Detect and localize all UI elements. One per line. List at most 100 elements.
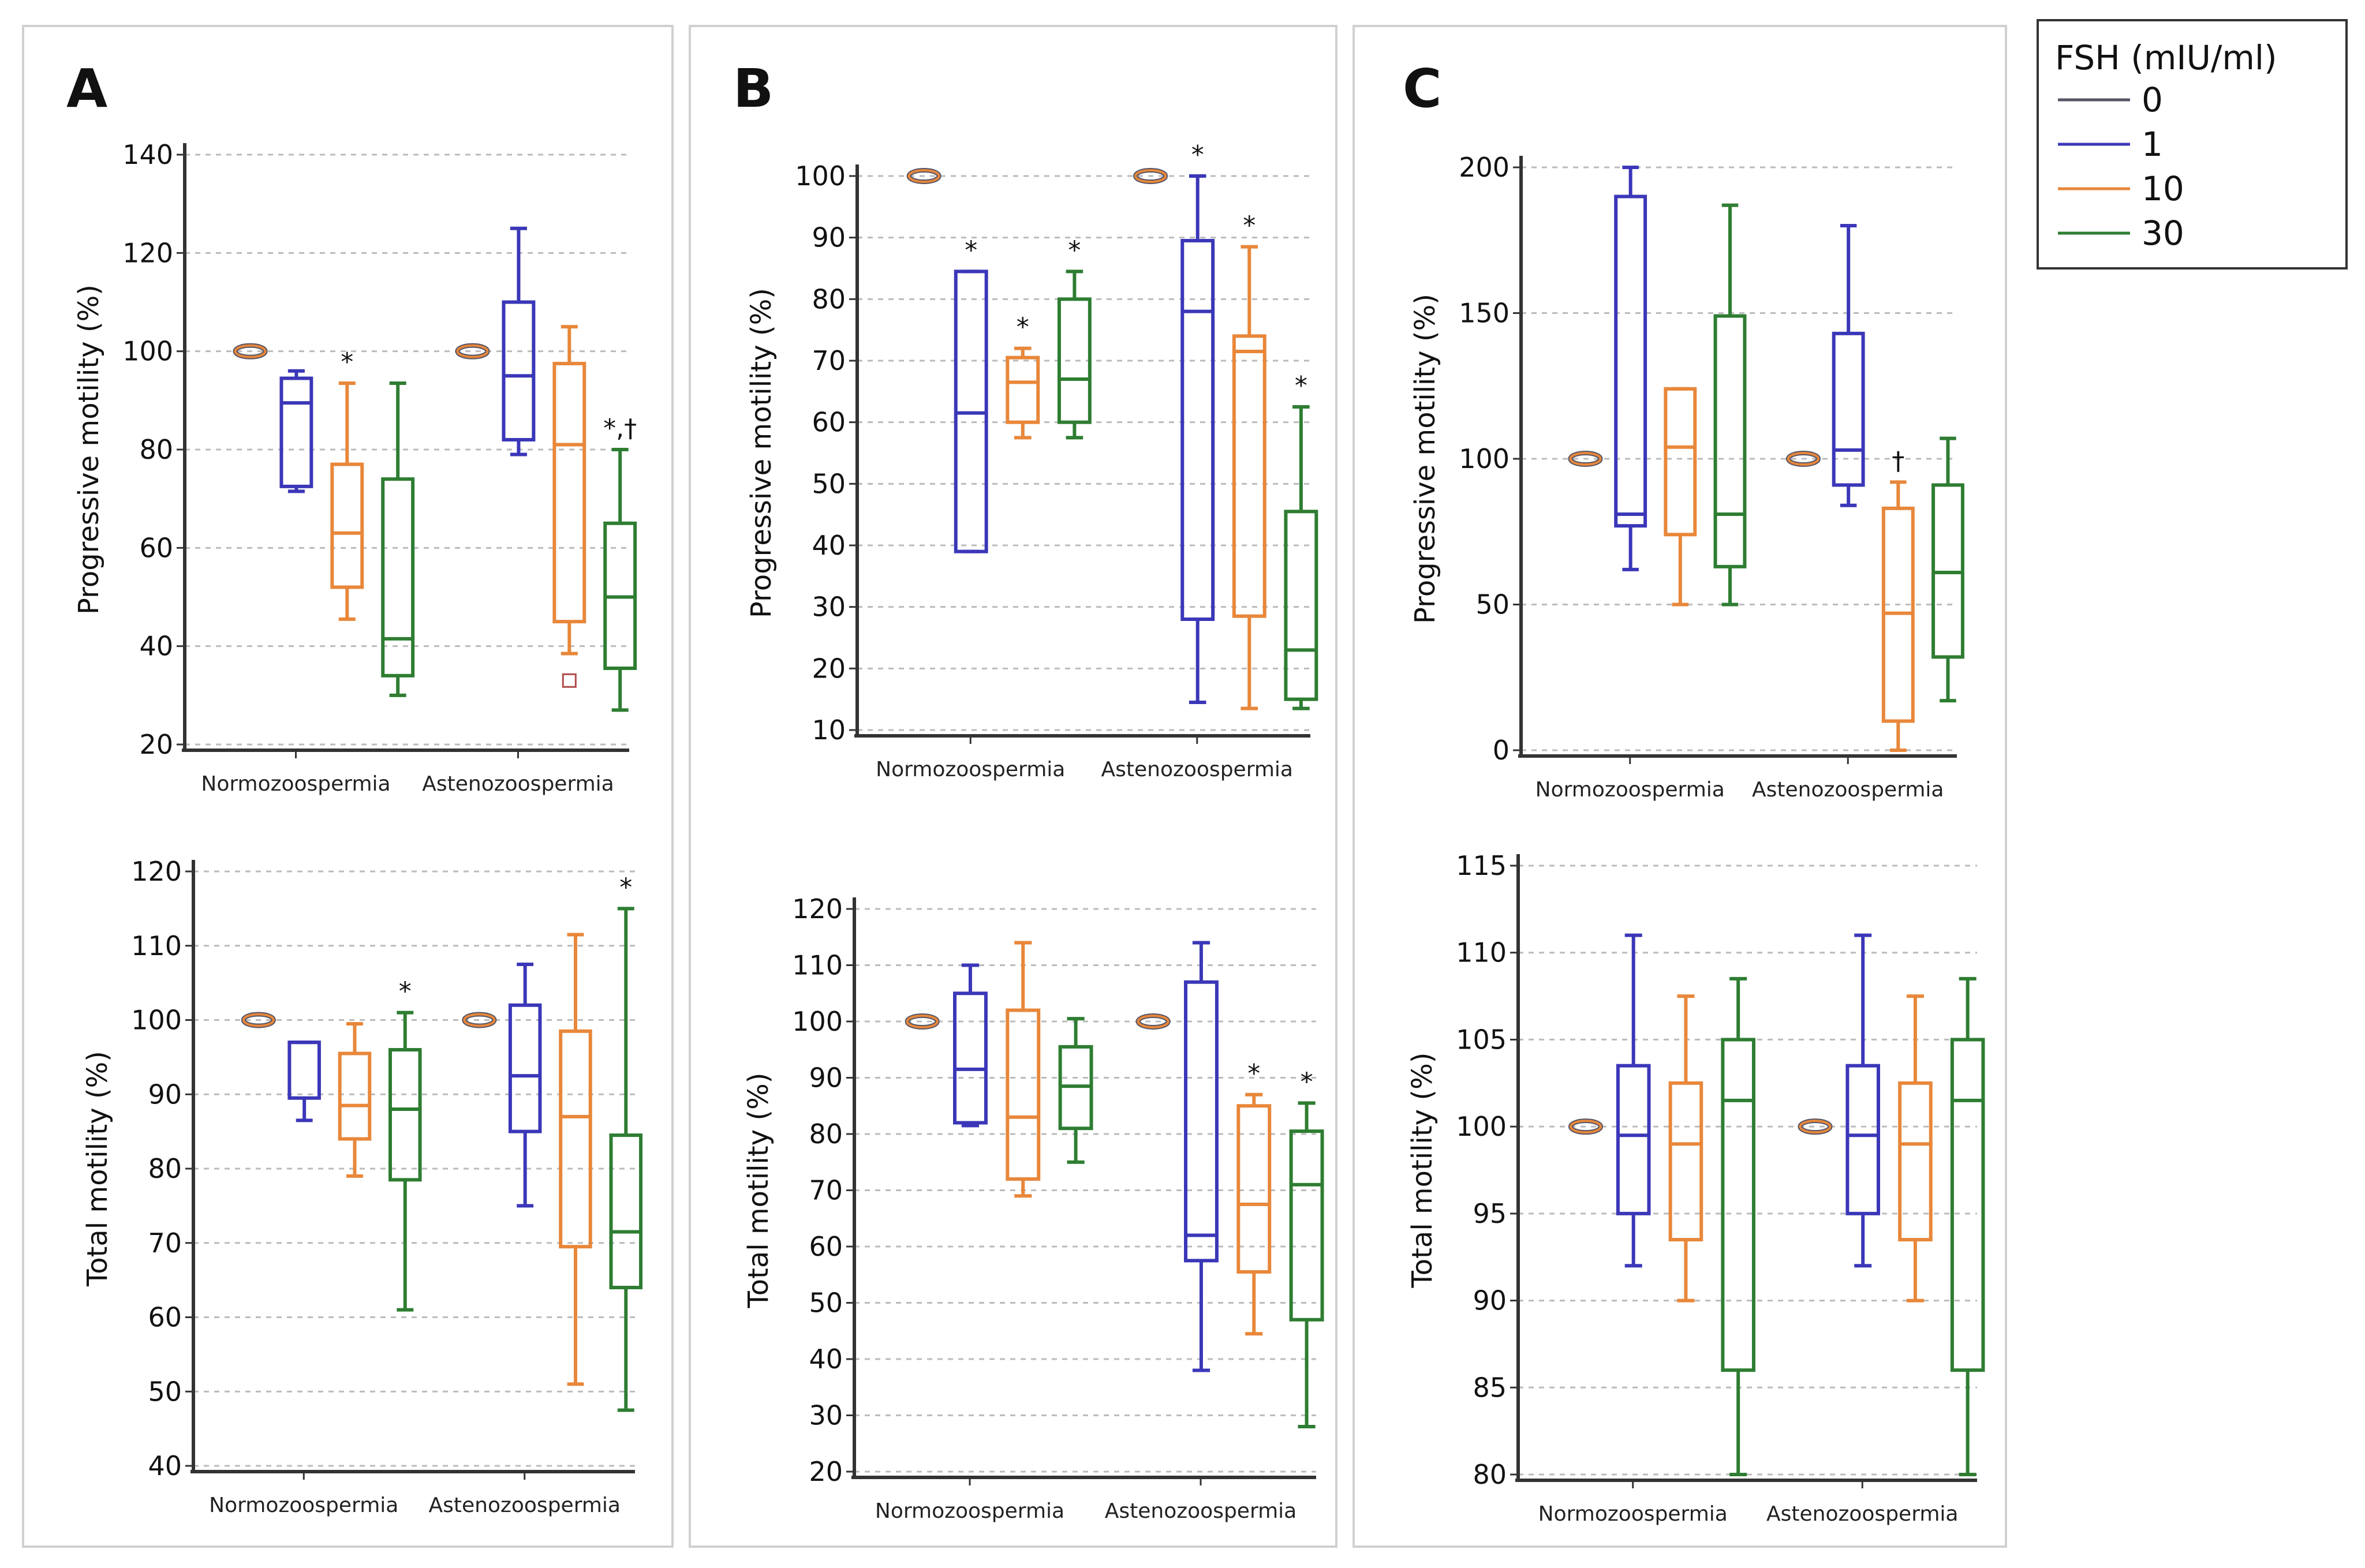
box-iqr — [381, 477, 415, 678]
plot-a-1: 40 50 60 70 80 90 100 110 120 Total motility (%) N… — [81, 856, 643, 1517]
y-tick-label: 70 — [148, 1228, 182, 1259]
reference-marker-outline — [234, 344, 267, 358]
y-tick-label: 140 — [122, 139, 173, 170]
x-category-label: Astenozoospermia — [1752, 778, 1944, 802]
y-axis-label: Total motility (%) — [81, 1051, 114, 1287]
box-iqr — [1284, 510, 1318, 701]
box-iqr — [1614, 194, 1647, 528]
x-category-label: Normozoospermia — [201, 772, 390, 796]
x-category-label: Normozoospermia — [209, 1494, 398, 1517]
y-tick-label: 90 — [1473, 1285, 1507, 1316]
y-tick-label: 150 — [1459, 298, 1510, 329]
y-tick-label: 90 — [812, 222, 846, 253]
y-axis-label: Progressive motility (%) — [1409, 294, 1441, 624]
y-tick-label: 60 — [148, 1302, 182, 1333]
y-tick-label: 100 — [792, 1006, 843, 1037]
y-tick-label: 95 — [1473, 1198, 1507, 1229]
box-iqr — [502, 300, 536, 441]
y-tick-label: 40 — [809, 1344, 843, 1375]
box-iqr — [1721, 1038, 1755, 1372]
y-tick-label: 50 — [812, 468, 846, 499]
reference-marker-outline — [1134, 169, 1167, 183]
y-tick-label: 30 — [812, 592, 846, 623]
y-tick-label: 100 — [795, 160, 846, 192]
y-tick-label: 50 — [1475, 589, 1510, 620]
y-tick-label: 80 — [1473, 1459, 1507, 1490]
plot-c-4: 0 50 100 150 200 Progressive motility (%) Norm… — [1409, 152, 1964, 802]
y-tick-label: 80 — [809, 1118, 843, 1150]
panel-b-letter: B — [733, 58, 774, 119]
significance-mark: *,† — [603, 414, 637, 443]
box-iqr — [388, 1048, 422, 1182]
y-axis-label: Progressive motility (%) — [745, 288, 778, 618]
significance-mark: * — [399, 977, 412, 1006]
y-tick-label: 90 — [148, 1079, 182, 1110]
reference-marker-outline — [1569, 1120, 1602, 1134]
y-tick-label: 80 — [812, 283, 846, 315]
reference-marker-outline — [242, 1013, 275, 1027]
box-iqr — [1668, 1081, 1703, 1242]
y-tick-label: 120 — [131, 856, 182, 887]
box-iqr — [279, 376, 313, 488]
box-iqr — [1006, 1008, 1041, 1181]
legend-label-2: 10 — [2142, 169, 2184, 208]
plot-b-3: 20 30 40 50 60 70 80 90 100 110 120 Total motility … — [742, 893, 1324, 1523]
panel-a-letter: A — [66, 58, 107, 119]
y-axis-label: Progressive motility (%) — [73, 285, 105, 615]
panel-a-frame — [22, 25, 674, 1548]
plot-b-2: 10 20 30 40 50 60 70 80 90 100 Progressive motilit… — [745, 140, 1318, 781]
box-iqr — [1057, 297, 1092, 424]
y-tick-label: 120 — [122, 237, 173, 268]
significance-mark: * — [1295, 371, 1307, 401]
y-tick-label: 115 — [1456, 850, 1507, 881]
x-category-label: Astenozoospermia — [422, 772, 614, 796]
box-iqr — [953, 991, 988, 1125]
plot-c-5: 80 85 90 95 100 105 110 115 Total motility (%) No… — [1406, 850, 1985, 1526]
significance-mark: * — [1247, 1059, 1260, 1088]
y-tick-label: 60 — [139, 532, 173, 563]
box-iqr — [338, 1051, 372, 1141]
reference-marker-outline — [463, 1013, 496, 1027]
y-tick-label: 100 — [122, 336, 173, 367]
box-iqr — [1006, 355, 1040, 424]
reference-marker-outline — [456, 344, 489, 358]
panel-c-frame — [1353, 25, 2007, 1548]
reference-marker-outline — [1787, 452, 1819, 466]
legend-title: FSH (mIU/ml) — [2055, 38, 2277, 77]
reference-marker-outline — [1799, 1120, 1832, 1134]
legend: FSH (mIU/ml) 0 1 10 30 — [2037, 19, 2348, 270]
significance-mark: † — [1892, 446, 1904, 476]
y-tick-label: 70 — [812, 345, 846, 376]
box-iqr — [1845, 1064, 1880, 1215]
y-tick-label: 120 — [792, 893, 843, 925]
y-tick-label: 50 — [148, 1376, 182, 1407]
y-axis-label: Total motility (%) — [742, 1073, 775, 1309]
x-category-label: Normozoospermia — [876, 758, 1065, 781]
significance-mark: * — [1243, 211, 1256, 241]
y-tick-label: 60 — [812, 407, 846, 438]
y-tick-label: 110 — [131, 930, 182, 961]
x-category-label: Normozoospermia — [1535, 778, 1725, 802]
y-axis-label: Total motility (%) — [1406, 1053, 1439, 1289]
y-tick-label: 90 — [809, 1062, 843, 1094]
significance-mark: * — [619, 873, 632, 902]
plots: 20 40 60 80 100 120 140 Progressive motility (%… — [73, 139, 1985, 1526]
box-iqr — [559, 1029, 592, 1249]
y-tick-label: 50 — [809, 1288, 843, 1319]
box-iqr — [1898, 1081, 1933, 1242]
box-iqr — [1232, 334, 1266, 618]
box-iqr — [1950, 1038, 1985, 1372]
y-tick-label: 100 — [1456, 1111, 1507, 1142]
y-tick-label: 110 — [792, 950, 843, 981]
box-iqr — [508, 1003, 542, 1133]
reference-marker-outline — [907, 169, 940, 183]
y-tick-label: 30 — [809, 1400, 843, 1431]
y-tick-label: 40 — [812, 530, 846, 561]
y-tick-label: 20 — [139, 729, 173, 760]
y-tick-label: 40 — [148, 1450, 182, 1481]
plot-a-0: 20 40 60 80 100 120 140 Progressive motility (%… — [73, 139, 637, 796]
legend-label-3: 30 — [2142, 214, 2184, 253]
y-tick-label: 80 — [148, 1153, 182, 1184]
y-tick-label: 100 — [1459, 443, 1510, 474]
box-iqr — [1184, 980, 1219, 1263]
